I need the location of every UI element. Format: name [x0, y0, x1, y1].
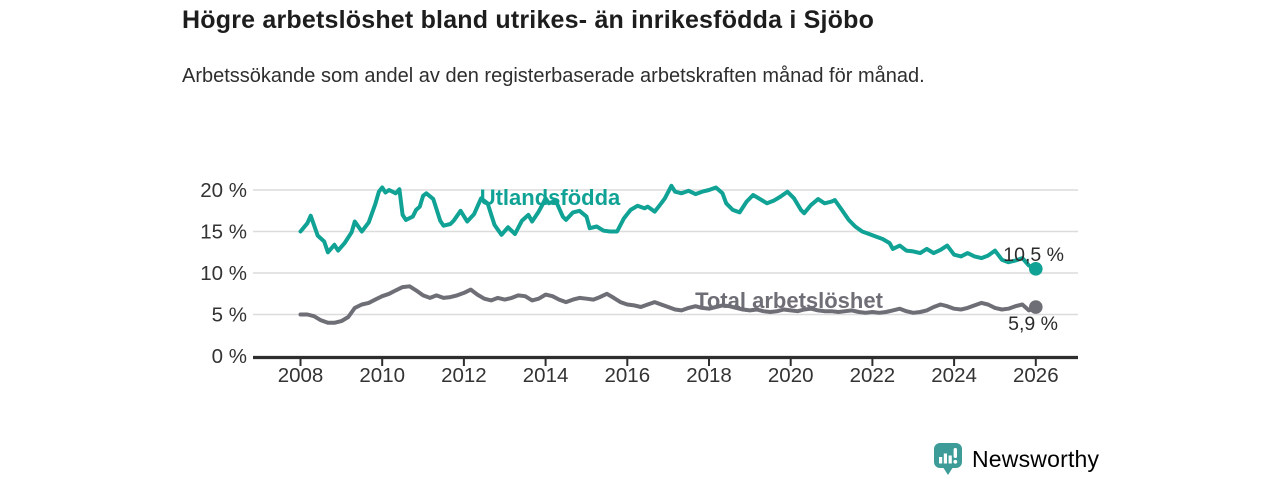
chart-title: Högre arbetslöshet bland utrikes- än inr… [182, 6, 875, 34]
y-axis-tick-label: 15 % [200, 221, 247, 244]
newsworthy-logo-text: Newsworthy [972, 445, 1100, 472]
x-axis-tick-label: 2016 [604, 364, 650, 387]
series-line-1 [298, 284, 1038, 325]
series-end-value-label-1: 5,9 % [1008, 313, 1058, 335]
x-axis-tick-label: 2014 [523, 364, 569, 387]
y-axis-tick-label: 10 % [200, 262, 247, 285]
series-line-0 [298, 183, 1038, 271]
x-axis-tick-label: 2010 [359, 364, 405, 387]
newsworthy-bar-chart-bubble-icon [934, 443, 962, 475]
x-axis-tick-label: 2018 [686, 364, 732, 387]
y-axis-tick-label: 20 % [200, 179, 247, 202]
series-label-0: Utlandsfödda [480, 185, 621, 210]
newsworthy-logo[interactable]: Newsworthy [933, 442, 1099, 476]
y-axis-tick-label: 0 % [212, 345, 247, 368]
series-end-dot-0 [1029, 262, 1043, 276]
x-axis-tick-label: 2012 [441, 364, 487, 387]
x-axis-tick-label: 2008 [278, 364, 324, 387]
x-axis-tick-label: 2020 [768, 364, 814, 387]
series-end-value-label-0: 10,5 % [1003, 244, 1064, 266]
series-end-dot-1 [1029, 300, 1043, 314]
x-axis-tick-label: 2026 [1013, 364, 1059, 387]
series-label-1: Total arbetslöshet [695, 288, 884, 313]
y-axis-tick-label: 5 % [212, 304, 247, 327]
chart-subtitle: Arbetssökande som andel av den registerb… [182, 65, 925, 87]
x-axis-tick-label: 2022 [850, 364, 896, 387]
x-axis-tick-label: 2024 [931, 364, 977, 387]
